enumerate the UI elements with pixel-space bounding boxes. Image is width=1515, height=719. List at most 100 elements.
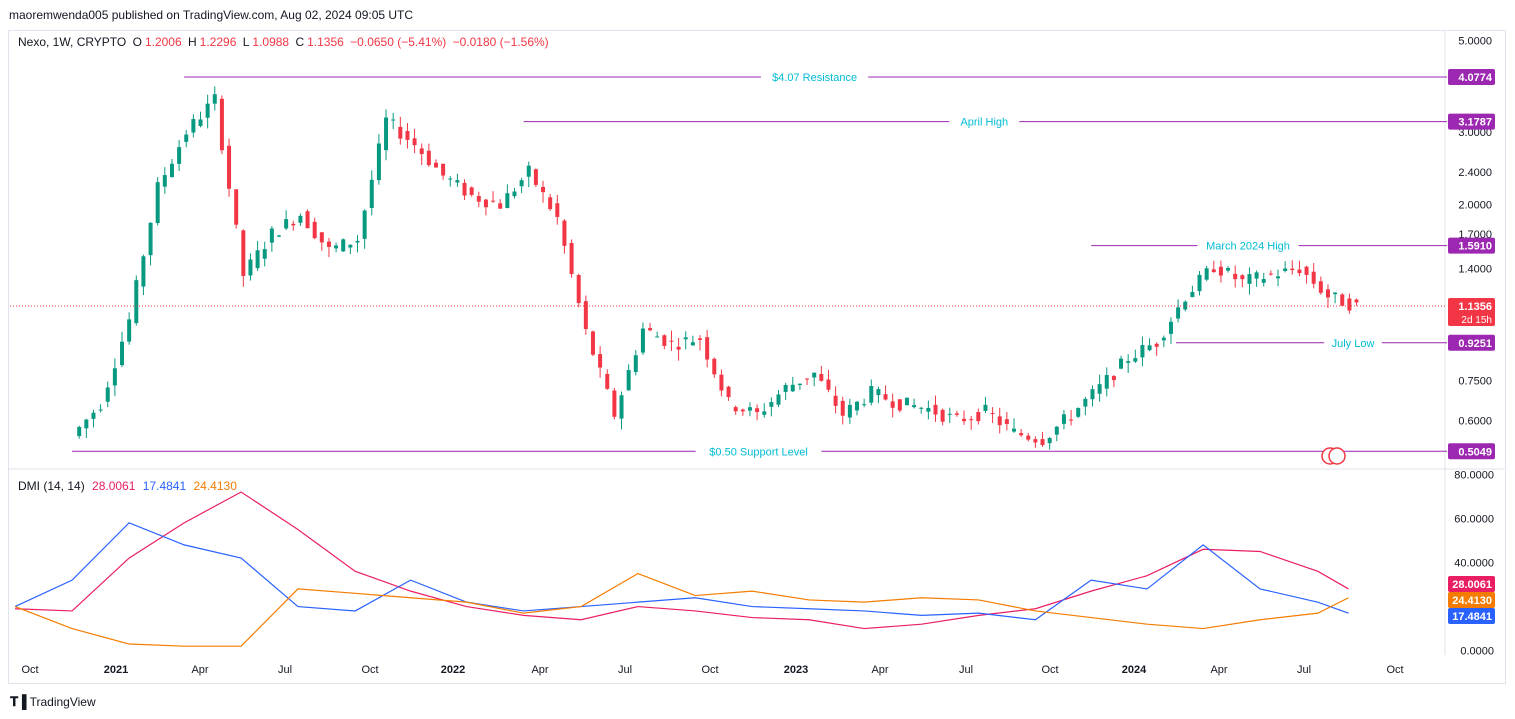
candle-body	[533, 169, 538, 185]
dmi-series-line	[15, 491, 1349, 630]
dmi-legend: DMI (14, 14) 28.0061 17.4841 24.4130	[18, 479, 241, 493]
candle-body	[134, 280, 139, 324]
candle-body	[277, 235, 282, 237]
time-axis-tick-label: 2021	[104, 664, 128, 676]
candle-body	[369, 179, 374, 208]
dmi-name[interactable]: DMI (14, 14)	[18, 479, 85, 493]
level-price-tag	[1448, 443, 1495, 460]
open-value: 1.2006	[144, 35, 182, 49]
candle-body	[947, 413, 952, 415]
time-axis-tick-label: 2023	[784, 664, 808, 676]
candle-body	[177, 147, 182, 164]
candle-body	[326, 241, 331, 247]
open-label: O	[132, 35, 142, 49]
high-label: H	[188, 35, 197, 49]
candle-body	[940, 409, 945, 422]
candle-body	[1226, 267, 1231, 271]
candle-body	[1069, 419, 1074, 421]
price-axis-tick-label: 0.6000	[1458, 415, 1492, 427]
time-axis-tick-label: Jul	[1297, 664, 1311, 676]
candle-body	[1340, 294, 1345, 306]
candle-body	[1004, 419, 1009, 424]
level-label: $0.50 Support Level	[709, 446, 807, 458]
dmi-axis-tick-label: 40.0000	[1454, 558, 1494, 570]
candle-body	[726, 386, 731, 398]
candle-body	[1161, 337, 1166, 341]
candle-body	[498, 203, 503, 209]
time-axis-tick-label: Apr	[531, 664, 548, 676]
candle-body	[227, 145, 232, 189]
candle-body	[298, 215, 303, 223]
candle-body	[890, 401, 895, 408]
candle-body	[1240, 275, 1245, 280]
time-axis-tick-label: Apr	[191, 664, 208, 676]
candle-body	[790, 384, 795, 392]
candle-body	[904, 397, 909, 406]
candle-body	[933, 404, 938, 415]
candle-body	[633, 355, 638, 373]
dmi-value-tag-text: 24.4130	[1452, 595, 1492, 607]
candle-body	[1076, 408, 1081, 417]
candle-body	[1033, 439, 1038, 443]
candle-body	[1318, 281, 1323, 293]
candle-body	[77, 426, 82, 437]
dmi-value-tag-text: 28.0061	[1452, 579, 1492, 591]
candle-body	[876, 389, 881, 396]
candle-body	[1126, 361, 1131, 363]
candle-body	[141, 256, 146, 287]
footer-brand[interactable]: TradingView	[29, 695, 96, 709]
candle-body	[1204, 268, 1209, 280]
us-flag-icon-2	[1328, 447, 1346, 465]
candle-body	[962, 418, 967, 422]
candle-body	[191, 119, 196, 133]
candle-body	[1104, 374, 1109, 389]
candle-body	[284, 219, 289, 229]
publisher-line: maoremwenda005 published on TradingView.…	[9, 8, 414, 22]
candle-body	[1197, 274, 1202, 292]
candle-body	[312, 221, 317, 239]
tradingview-logo-icon[interactable]: 𝐓▐	[10, 694, 27, 709]
time-axis-tick-label: Apr	[871, 664, 888, 676]
candle-body	[248, 259, 253, 276]
candle-body	[747, 407, 752, 411]
dmi-plus-di-value: 17.4841	[142, 479, 187, 493]
candle-body	[1083, 398, 1088, 407]
close-label: C	[295, 35, 305, 49]
price-axis-tick-label: 3.0000	[1458, 127, 1492, 139]
level-price-tag	[1448, 68, 1495, 85]
candle-body	[241, 230, 246, 276]
price-axis-tick-label: 5.0000	[1458, 35, 1492, 47]
candle-body	[205, 103, 210, 118]
symbol-label[interactable]: Nexo, 1W, CRYPTO	[18, 35, 127, 49]
price-axis-tick-label: 0.7500	[1458, 375, 1492, 387]
candle-body	[255, 250, 260, 269]
level-label-bg	[695, 444, 822, 459]
level-label: July Low	[1332, 338, 1375, 350]
time-axis-tick-label: Oct	[1041, 664, 1058, 676]
candle-body	[1347, 298, 1352, 311]
candle-body	[405, 131, 410, 140]
candle-body	[362, 210, 367, 239]
dmi-value-tag	[1448, 608, 1495, 624]
level-label-bg	[1324, 335, 1382, 350]
price-axis-tick-label: 1.4000	[1458, 264, 1492, 276]
candle-body	[926, 407, 931, 412]
candle-body	[698, 338, 703, 340]
candle-body	[583, 301, 588, 330]
candle-body	[219, 98, 224, 151]
candle-body	[712, 358, 717, 375]
time-axis-tick-label: Oct	[1386, 664, 1403, 676]
time-axis-tick-label: Jul	[618, 664, 632, 676]
candle-body	[1097, 384, 1102, 394]
time-axis-tick-label: Jul	[959, 664, 973, 676]
dmi-series-line	[14, 572, 1349, 647]
dmi-adx-value: 28.0061	[92, 479, 136, 493]
candle-body	[626, 370, 631, 391]
candle-body	[469, 187, 474, 195]
candle-body	[762, 411, 767, 415]
candle-body	[1140, 345, 1145, 358]
candle-body	[269, 228, 274, 243]
candle-body	[847, 404, 852, 418]
low-value: 1.0988	[252, 35, 290, 49]
